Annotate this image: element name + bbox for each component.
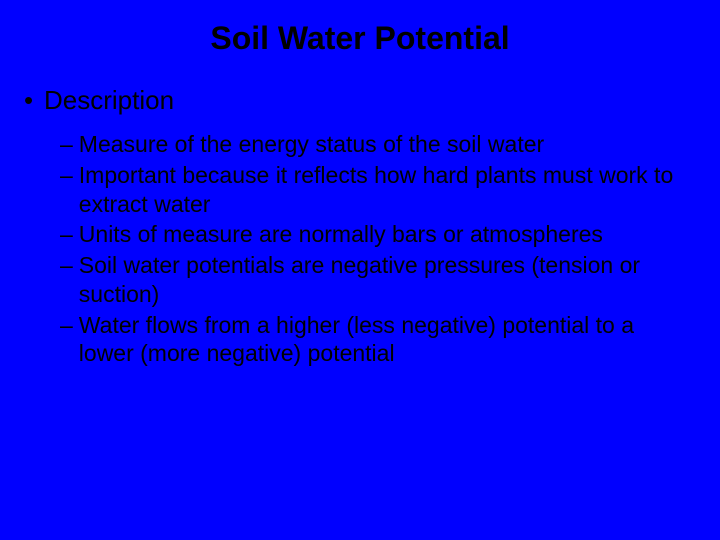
level2-dash: – [60, 130, 79, 159]
level2-text: Soil water potentials are negative press… [79, 251, 690, 309]
level2-text: Important because it reflects how hard p… [79, 161, 690, 219]
level2-list: – Measure of the energy status of the so… [0, 130, 720, 368]
level2-dash: – [60, 251, 79, 309]
level2-text: Units of measure are normally bars or at… [79, 220, 690, 249]
level2-item: – Important because it reflects how hard… [60, 161, 690, 219]
level2-item: – Water flows from a higher (less negati… [60, 311, 690, 369]
level1-item: •Description [0, 85, 720, 116]
level2-item: – Soil water potentials are negative pre… [60, 251, 690, 309]
level2-dash: – [60, 311, 79, 369]
level2-text: Measure of the energy status of the soil… [79, 130, 690, 159]
level1-text: Description [44, 85, 174, 115]
level1-bullet: • [24, 85, 44, 116]
slide-title: Soil Water Potential [0, 20, 720, 57]
level2-text: Water flows from a higher (less negative… [79, 311, 690, 369]
level2-dash: – [60, 220, 79, 249]
level2-item: – Units of measure are normally bars or … [60, 220, 690, 249]
level2-dash: – [60, 161, 79, 219]
level2-item: – Measure of the energy status of the so… [60, 130, 690, 159]
slide-container: Soil Water Potential •Description – Meas… [0, 0, 720, 540]
